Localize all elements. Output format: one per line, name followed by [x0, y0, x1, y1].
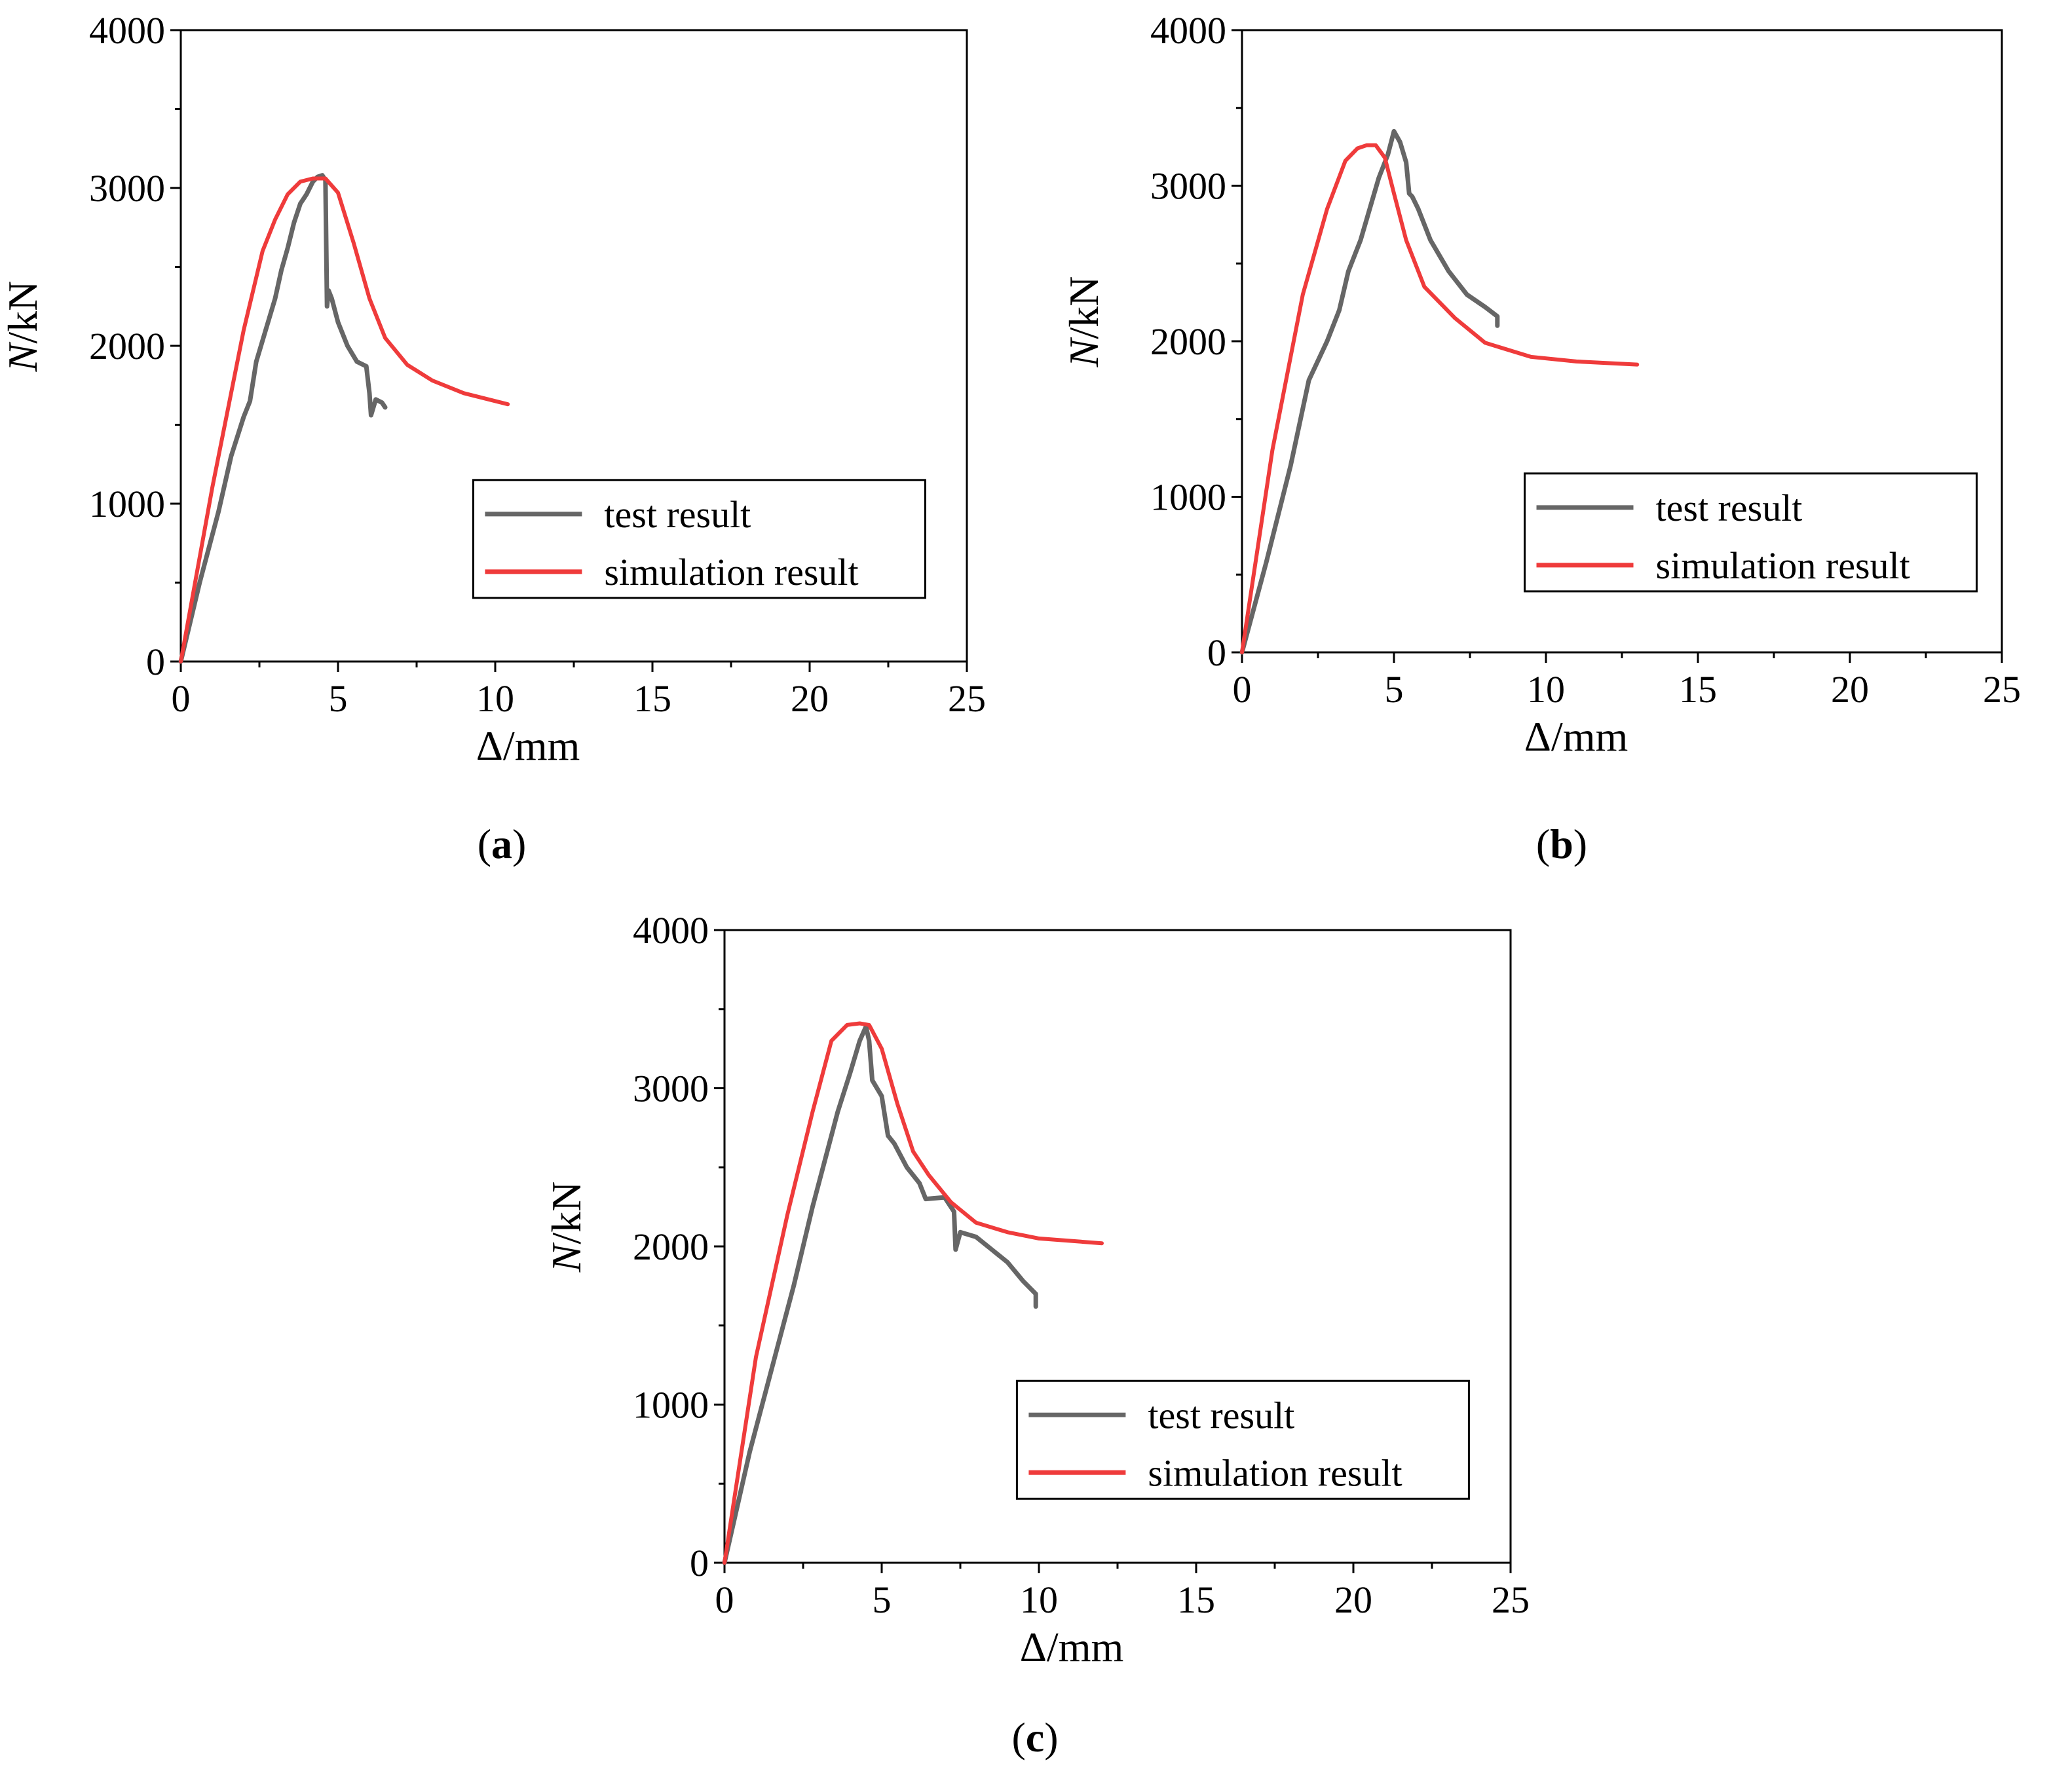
- series-line-simulation: [723, 1021, 1104, 1565]
- chart-svg-c: 0 5 10 15 20 25 0 1000 2000 3000 4000 Δ/mm N/kN test …: [543, 909, 1530, 1761]
- x-tick-label: 5: [329, 677, 348, 720]
- x-tick-label: 15: [1177, 1578, 1215, 1621]
- y-tick-label: 1000: [633, 1384, 709, 1427]
- series-line-simulation: [179, 176, 510, 663]
- x-tick-label: 0: [715, 1578, 734, 1621]
- y-tick-label: 4000: [1150, 9, 1226, 52]
- panel-caption: (a): [478, 821, 527, 867]
- x-tick-label: 15: [633, 677, 671, 720]
- y-tick-label: 4000: [89, 9, 165, 52]
- chart-panel-b: 0 5 10 15 20 25 0 1000 2000 3000 4000 Δ/mm N/kN test …: [1035, 0, 2070, 896]
- x-axis-title: Δ/mm: [1020, 1624, 1124, 1670]
- x-tick-label: 20: [1831, 668, 1869, 711]
- x-tick-label: 0: [1233, 668, 1252, 711]
- legend-label: test result: [1148, 1394, 1294, 1436]
- x-tick-label: 10: [1020, 1578, 1058, 1621]
- y-tick-label: 3000: [633, 1068, 709, 1110]
- panel-caption: (c): [1011, 1714, 1058, 1761]
- y-axis-title: N/kN: [0, 281, 46, 373]
- legend-box: [1524, 472, 1978, 593]
- x-tick-label: 25: [948, 677, 986, 720]
- x-tick-label: 10: [1527, 668, 1565, 711]
- y-tick-label: 4000: [633, 909, 709, 952]
- x-tick-label: 20: [1334, 1578, 1372, 1621]
- x-tick-label: 20: [791, 677, 829, 720]
- y-tick-label: 3000: [89, 167, 165, 210]
- x-tick-label: 25: [1492, 1578, 1530, 1621]
- y-axis-title: N/kN: [1061, 276, 1107, 368]
- panel-caption: (b): [1536, 821, 1587, 867]
- series-line-test: [1239, 128, 1500, 655]
- legend-label: simulation result: [1148, 1451, 1402, 1494]
- x-axis-title: Δ/mm: [476, 722, 580, 769]
- legend-label: simulation result: [1656, 544, 1910, 587]
- x-axis-title: Δ/mm: [1524, 713, 1628, 760]
- x-tick-label: 10: [476, 677, 514, 720]
- chart-svg-a: 0 5 10 15 20 25 0 1000 2000 3000 4000 Δ/mm N/kN test …: [0, 9, 986, 867]
- series-line-test: [722, 1024, 1038, 1565]
- legend-label: test result: [604, 493, 751, 536]
- legend-box: [472, 479, 926, 599]
- legend-label: test result: [1656, 487, 1803, 529]
- y-tick-label: 2000: [1150, 320, 1226, 363]
- y-tick-label: 1000: [1150, 476, 1226, 519]
- chart-svg-b: 0 5 10 15 20 25 0 1000 2000 3000 4000 Δ/mm N/kN test …: [1061, 9, 2021, 867]
- y-tick-label: 3000: [1150, 165, 1226, 208]
- x-tick-label: 15: [1679, 668, 1717, 711]
- y-tick-label: 2000: [89, 325, 165, 367]
- legend-label: simulation result: [604, 551, 858, 593]
- x-tick-label: 5: [1385, 668, 1404, 711]
- chart-panel-c: 0 5 10 15 20 25 0 1000 2000 3000 4000 Δ/mm N/kN test …: [518, 896, 1553, 1792]
- series-line-simulation: [1240, 143, 1640, 654]
- x-tick-label: 25: [1983, 668, 2021, 711]
- x-tick-label: 5: [873, 1578, 892, 1621]
- y-tick-label: 0: [146, 641, 165, 683]
- y-axis-title: N/kN: [543, 1182, 590, 1273]
- y-tick-label: 1000: [89, 483, 165, 525]
- legend-box: [1015, 1379, 1470, 1500]
- y-tick-label: 2000: [633, 1225, 709, 1268]
- chart-panel-a: 0 5 10 15 20 25 0 1000 2000 3000 4000 Δ/mm N/kN test …: [0, 0, 1035, 896]
- y-tick-label: 0: [690, 1542, 709, 1584]
- x-tick-label: 0: [172, 677, 191, 720]
- y-tick-label: 0: [1207, 631, 1226, 674]
